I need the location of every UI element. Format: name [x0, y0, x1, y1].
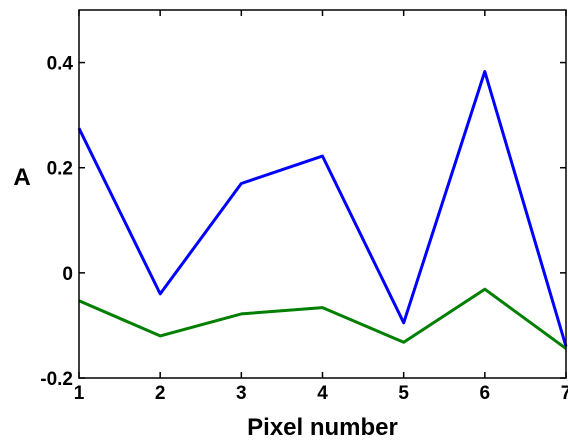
y-tick-label: -0.2 — [40, 369, 73, 390]
axes-box — [78, 9, 567, 379]
x-tick-label: 6 — [480, 383, 491, 404]
y-tick-label: 0.2 — [47, 159, 73, 180]
series-line-2 — [78, 287, 567, 350]
tick-layer: 1 2 3 4 5 6 7 -0.2 0 0.2 0.4 — [40, 10, 568, 404]
y-tick-label: 0 — [62, 264, 73, 285]
x-tick-label: 7 — [561, 383, 568, 404]
x-tick-label: 5 — [398, 383, 409, 404]
x-tick-label: 3 — [236, 383, 247, 404]
y-tick-label: 0.4 — [47, 54, 74, 75]
x-tick-label: 2 — [155, 383, 166, 404]
x-tick-label: 4 — [317, 383, 328, 404]
x-axis-label: Pixel number — [247, 414, 398, 441]
x-tick-label: 1 — [74, 383, 85, 404]
y-axis-label: A — [13, 164, 30, 191]
series-layer — [77, 70, 568, 350]
series-line-1 — [77, 70, 568, 347]
